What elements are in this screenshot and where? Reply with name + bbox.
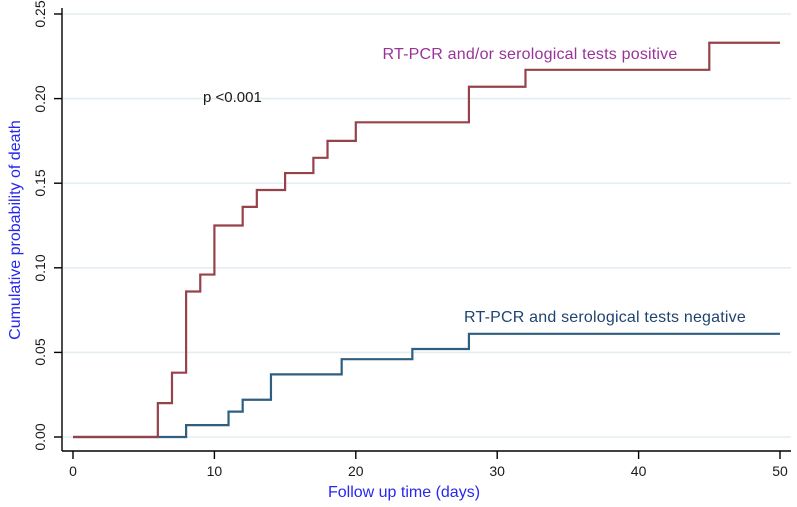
y-tick-label: 0.05 — [32, 338, 48, 367]
y-axis-title: Cumulative probability of death — [7, 120, 24, 340]
negative-curve — [73, 332, 780, 439]
y-tick-label: 0.15 — [32, 169, 48, 197]
series-label-positive: RT-PCR and/or serological tests positive — [382, 46, 678, 63]
x-tick-label: 10 — [206, 463, 223, 479]
y-tick-label: 0.00 — [32, 423, 48, 451]
p-value-annotation: p <0.001 — [203, 89, 262, 106]
y-tick-label: 0.25 — [32, 0, 48, 28]
x-axis-title: Follow up time (days) — [327, 484, 481, 501]
x-tick-label: 20 — [348, 463, 364, 479]
x-tick-label: 50 — [772, 463, 788, 479]
y-tick-label: 0.10 — [32, 254, 48, 282]
positive-curve — [73, 41, 780, 439]
x-tick-label: 0 — [69, 463, 77, 479]
x-tick-label: 40 — [630, 463, 647, 479]
series-label-negative: RT-PCR and serological tests negative — [464, 309, 746, 326]
y-tick-label: 0.20 — [32, 84, 48, 113]
x-tick-label: 30 — [489, 463, 505, 479]
